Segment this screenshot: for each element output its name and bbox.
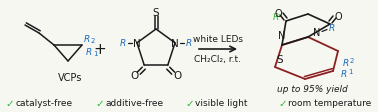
Text: R: R [273,12,279,21]
Text: R: R [86,48,92,56]
Text: O: O [130,71,138,80]
Text: O: O [334,12,342,22]
Text: 1: 1 [93,51,98,56]
Text: R: R [341,70,347,79]
Text: N: N [171,39,179,48]
Text: ✓: ✓ [278,98,287,108]
Text: R: R [186,39,192,48]
Text: additive-free: additive-free [105,99,163,108]
Text: 2: 2 [91,38,95,44]
Text: N: N [133,39,141,48]
Text: S: S [153,8,159,18]
Text: VCPs: VCPs [58,72,82,82]
Text: ✓: ✓ [5,98,14,108]
Text: N: N [313,28,321,38]
Text: R: R [343,59,349,68]
Text: N: N [278,31,286,41]
Text: white LEDs: white LEDs [193,35,243,44]
Text: +: + [94,42,106,57]
Text: up to 95% yield: up to 95% yield [277,85,347,94]
Text: 2: 2 [350,57,355,63]
Text: CH₂Cl₂, r.t.: CH₂Cl₂, r.t. [195,55,242,64]
Text: O: O [174,71,182,80]
Text: ✓: ✓ [185,98,194,108]
Text: R: R [120,39,126,48]
Text: visible light: visible light [195,99,248,108]
Text: O: O [274,9,282,19]
Text: room temperature: room temperature [288,99,371,108]
Text: 1: 1 [348,68,353,74]
Text: catalyst-free: catalyst-free [15,99,72,108]
Text: S: S [277,55,284,64]
Text: ✓: ✓ [95,98,104,108]
Text: R: R [329,24,335,33]
Text: R: R [84,35,90,44]
